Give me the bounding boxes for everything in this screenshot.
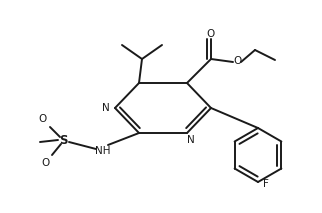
Text: O: O [42,158,50,168]
Text: N: N [102,103,110,113]
Text: N: N [187,135,195,145]
Text: O: O [207,29,215,39]
Text: NH: NH [95,146,111,156]
Text: O: O [39,114,47,124]
Text: O: O [234,56,242,66]
Text: F: F [263,179,269,189]
Text: S: S [59,134,67,147]
